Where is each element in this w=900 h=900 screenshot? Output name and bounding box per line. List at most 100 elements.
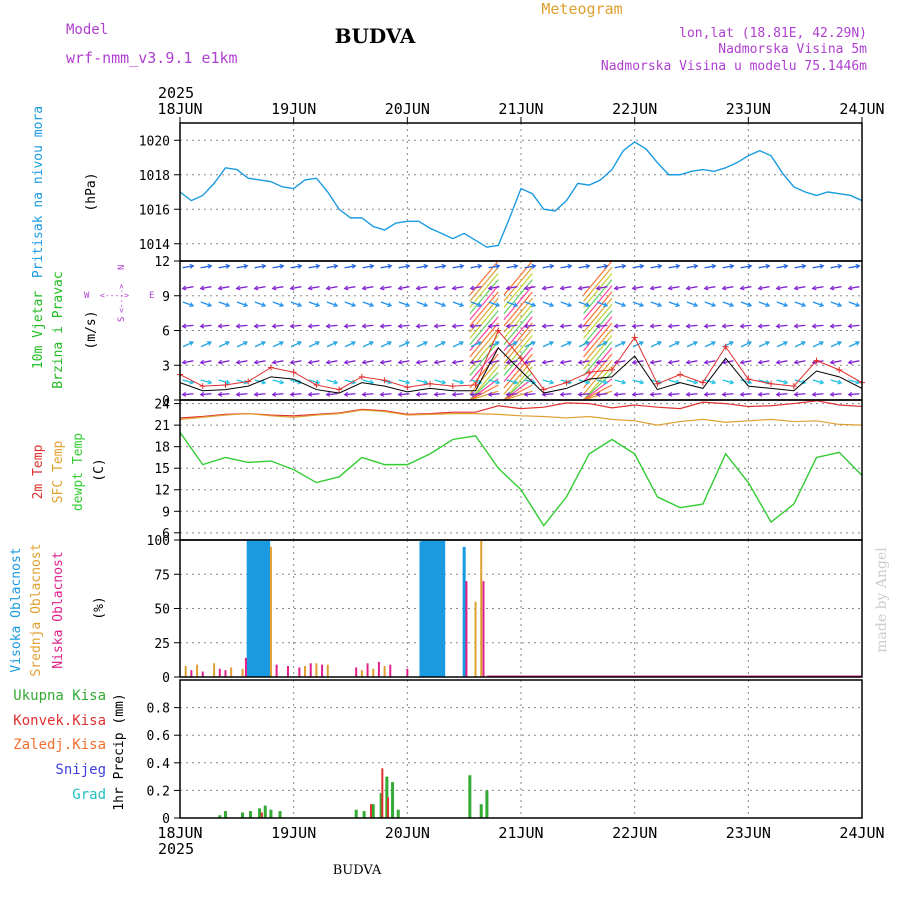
- wind-arrow: [722, 324, 734, 327]
- cloud-high-bar: [437, 540, 441, 677]
- wind-arrow: [812, 265, 824, 269]
- cloud-high-bar: [258, 540, 262, 677]
- pressure-frame: [179, 122, 863, 262]
- wind-arrow: [668, 379, 680, 384]
- wind-arrowhead: [775, 359, 781, 365]
- page-title: BUDVA: [335, 24, 416, 48]
- wind-arrowhead: [559, 391, 565, 397]
- wind-arrow: [272, 341, 284, 348]
- wind-arrow: [596, 360, 608, 364]
- wind-arrow: [704, 379, 716, 384]
- wind-arrowhead: [801, 302, 807, 308]
- wind-arrow: [218, 341, 230, 348]
- wind-compass: W <----> E S <----> N: [84, 265, 154, 322]
- wind-arrowhead: [469, 391, 475, 397]
- wind-arrowhead: [235, 359, 241, 365]
- wind-arrowhead: [729, 302, 735, 308]
- y-tick-label: 1014: [139, 238, 170, 253]
- wind-arrow: [524, 393, 536, 396]
- cloud-high-bar: [255, 540, 259, 677]
- wind-arrowhead: [271, 359, 277, 365]
- precip-total-bar: [485, 790, 489, 818]
- wind-arrow: [740, 393, 752, 396]
- compass-east: E: [149, 291, 154, 301]
- bottom-day-label: 19JUN: [271, 824, 316, 842]
- wind-arrowhead: [757, 391, 763, 397]
- wind-arrow: [470, 286, 482, 290]
- wind-arrowhead: [513, 379, 519, 385]
- cloud-low-bar: [406, 668, 409, 677]
- cloud-low-bar: [482, 581, 485, 677]
- wind-arrow: [308, 341, 320, 348]
- cloud-high-bar: [251, 540, 255, 677]
- cloud-high-bar: [435, 540, 439, 677]
- wind-arrow: [704, 324, 716, 327]
- wind-arrowhead: [595, 359, 601, 365]
- wind-arrowhead: [235, 323, 241, 329]
- wind-hatch-line: [583, 273, 613, 308]
- cloud-low-bar: [366, 663, 369, 677]
- wind-arrow: [614, 301, 626, 307]
- cloud-low-bar: [275, 664, 278, 677]
- wind-arrow: [254, 393, 266, 396]
- wind-arrowhead: [289, 323, 295, 329]
- wind-arrowhead: [567, 263, 573, 269]
- wind-speed-line: [179, 347, 863, 394]
- wind-arrow: [290, 265, 302, 269]
- wind-arrow: [560, 286, 572, 290]
- wind-arrow: [290, 301, 302, 307]
- wind-arrow: [596, 324, 608, 327]
- wind-arrowhead: [279, 263, 285, 269]
- wind-arrow: [398, 324, 410, 327]
- wind-arrow: [218, 286, 230, 290]
- wind-arrowhead: [477, 263, 483, 269]
- wind-arrowhead: [512, 341, 518, 346]
- cloud-low-bar: [201, 671, 204, 677]
- wind-arrow: [830, 393, 842, 396]
- wind-arrow: [416, 360, 428, 364]
- wind-arrowhead: [325, 391, 331, 397]
- wind-arrowhead: [818, 341, 824, 346]
- wind-arrowhead: [595, 323, 601, 329]
- wind-arrow: [614, 286, 626, 290]
- wind-arrow: [758, 265, 770, 269]
- wind-arrowhead: [261, 379, 267, 385]
- wind-hatch-line: [583, 316, 613, 352]
- wind-hatch-line: [469, 328, 499, 364]
- wind-arrow: [758, 379, 770, 384]
- wind-arrow: [434, 393, 446, 396]
- wind-arrowhead: [207, 263, 213, 269]
- wind-arrow: [776, 286, 788, 290]
- wind-arrowhead: [703, 391, 709, 397]
- wind-arrow: [344, 393, 356, 396]
- wind-arrowhead: [603, 379, 609, 385]
- wind-arrowhead: [315, 302, 321, 308]
- bottom-day-label: 21JUN: [498, 824, 543, 842]
- cloud-low-bar: [309, 663, 312, 677]
- wind-arrow: [524, 341, 536, 348]
- wind-arrow: [254, 324, 266, 327]
- wind-arrowhead: [343, 285, 349, 291]
- wind-hatch-line: [583, 291, 613, 327]
- bottom-day-label: 24JUN: [839, 824, 884, 842]
- wind-arrow: [812, 379, 824, 384]
- wind-arrowhead: [235, 285, 241, 291]
- precip-total-bar: [371, 804, 375, 818]
- wind-arrowhead: [829, 323, 835, 329]
- compass-ew-arrow: <---->: [100, 291, 129, 300]
- wind-arrowhead: [333, 302, 339, 308]
- wind-arrow: [380, 393, 392, 396]
- cloud-high-bar: [462, 546, 466, 677]
- wind-arrowhead: [397, 285, 403, 291]
- wind-arrowhead: [513, 263, 519, 269]
- cloud-mid-bar: [196, 664, 199, 677]
- wind-arrowhead: [423, 263, 429, 269]
- wind-hatch-line: [583, 359, 613, 395]
- wind-arrow: [470, 265, 482, 269]
- wind-arrowhead: [531, 302, 537, 308]
- y-tick-label: 6: [162, 527, 170, 542]
- wind-arrow: [434, 301, 446, 307]
- wind-arrow: [758, 286, 770, 290]
- wind-arrow: [200, 393, 212, 396]
- wind-arrowhead: [757, 359, 763, 365]
